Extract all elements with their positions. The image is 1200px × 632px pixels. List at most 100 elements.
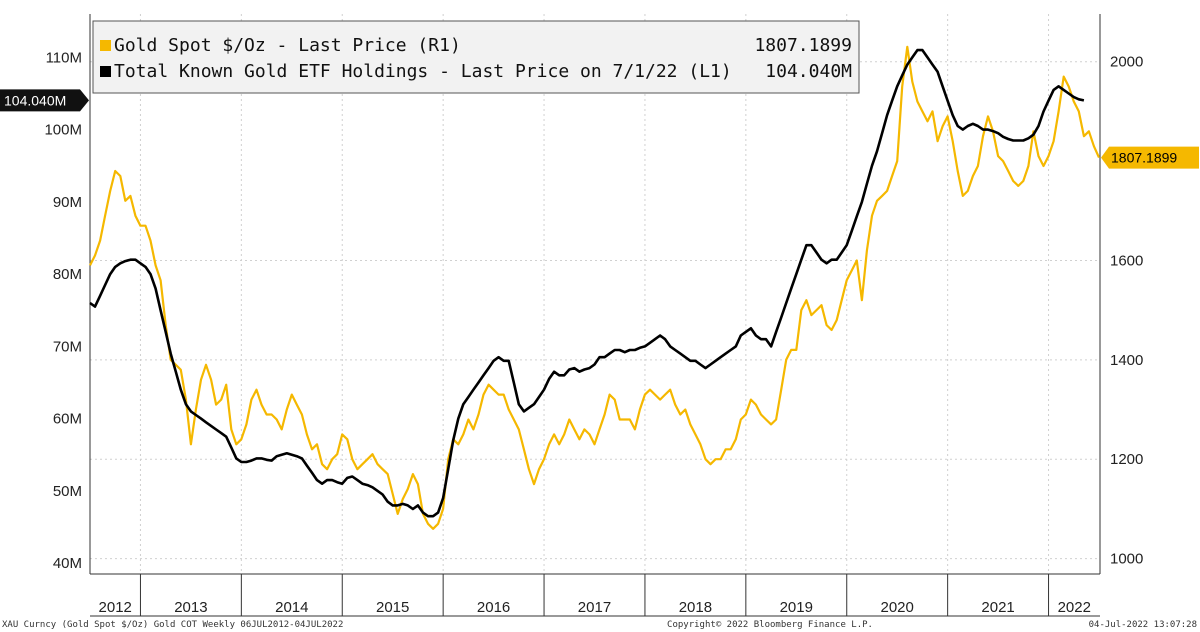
etf-point (710, 364, 711, 365)
etf-point (695, 360, 696, 361)
gold-point (816, 310, 817, 311)
gold-point (952, 141, 953, 142)
etf-point (301, 458, 302, 459)
gold-point (1093, 146, 1094, 147)
etf-point (634, 349, 635, 350)
etf-point (564, 375, 565, 376)
gold-point (266, 414, 267, 415)
gold-point (1008, 170, 1009, 171)
gold-point (261, 404, 262, 405)
etf-point (453, 440, 454, 441)
gold-point (998, 156, 999, 157)
right-tick-label: 2000 (1110, 54, 1143, 71)
etf-point (180, 389, 181, 390)
etf-point (306, 465, 307, 466)
etf-point (417, 505, 418, 506)
etf-point (730, 349, 731, 350)
gold-point (543, 459, 544, 460)
etf-point (796, 274, 797, 275)
gold-point (483, 394, 484, 395)
gold-point (1078, 111, 1079, 112)
gold-point (831, 329, 832, 330)
etf-point (755, 335, 756, 336)
x-tick-label: 2020 (881, 599, 914, 616)
gold-point (760, 414, 761, 415)
etf-point (528, 407, 529, 408)
etf-point (246, 461, 247, 462)
etf-point (604, 357, 605, 358)
gold-point (1053, 141, 1054, 142)
etf-point (559, 375, 560, 376)
gold-point (660, 399, 661, 400)
gold-point (629, 419, 630, 420)
legend-swatch-etf (100, 66, 111, 77)
gold-point (251, 399, 252, 400)
gold-point (554, 434, 555, 435)
gold-point (190, 444, 191, 445)
gold-point (362, 464, 363, 465)
gold-point (750, 399, 751, 400)
gold-point (644, 394, 645, 395)
etf-point (448, 469, 449, 470)
gold-point (937, 141, 938, 142)
etf-point (907, 64, 908, 65)
etf-point (771, 346, 772, 347)
gold-point (912, 81, 913, 82)
etf-point (508, 360, 509, 361)
etf-point (549, 378, 550, 379)
gold-point (947, 116, 948, 117)
etf-point (372, 487, 373, 488)
etf-point (977, 125, 978, 126)
gold-point (957, 170, 958, 171)
etf-point (972, 123, 973, 124)
etf-point (987, 129, 988, 130)
etf-point (438, 512, 439, 513)
etf-point (1078, 99, 1079, 100)
gold-point (473, 429, 474, 430)
etf-point (281, 454, 282, 455)
gold-point (725, 449, 726, 450)
etf-point (296, 456, 297, 457)
etf-point (1068, 93, 1069, 94)
gold-point (786, 359, 787, 360)
etf-point (443, 498, 444, 499)
gold-point (735, 439, 736, 440)
legend-box (92, 20, 860, 94)
etf-point (211, 425, 212, 426)
etf-point (231, 447, 232, 448)
etf-point (871, 165, 872, 166)
gold-point (316, 444, 317, 445)
gold-point (327, 469, 328, 470)
etf-point (579, 371, 580, 372)
etf-point (644, 346, 645, 347)
etf-point (377, 490, 378, 491)
right-tick-label: 1200 (1110, 451, 1143, 468)
etf-point (195, 414, 196, 415)
etf-point (316, 480, 317, 481)
etf-point (801, 259, 802, 260)
gold-point (493, 389, 494, 390)
gold-point (503, 394, 504, 395)
etf-point (1063, 89, 1064, 90)
gold-point (478, 414, 479, 415)
gold-point (407, 488, 408, 489)
legend-label-etf: Total Known Gold ETF Holdings - Last Pri… (114, 61, 732, 82)
etf-point (765, 339, 766, 340)
etf-point (917, 50, 918, 51)
etf-point (781, 317, 782, 318)
gold-point (443, 508, 444, 509)
etf-point (357, 480, 358, 481)
gold-point (1058, 111, 1059, 112)
gold-point (1063, 76, 1064, 77)
etf-point (816, 252, 817, 253)
etf-point (882, 133, 883, 134)
etf-point (412, 508, 413, 509)
gold-point (1018, 185, 1019, 186)
etf-point (680, 353, 681, 354)
gold-point (882, 195, 883, 196)
gold-price-line (89, 45, 1101, 530)
etf-point (473, 389, 474, 390)
etf-point (1008, 138, 1009, 139)
gold-point (271, 414, 272, 415)
